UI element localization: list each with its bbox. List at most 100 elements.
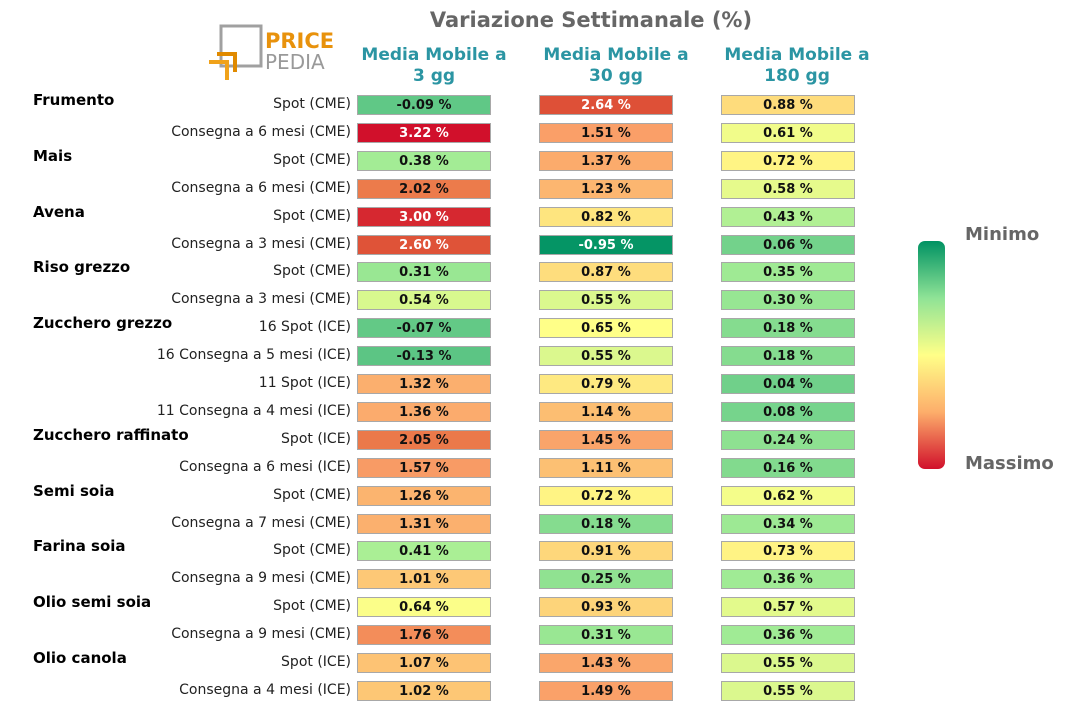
- heatmap-cell: 1.23 %: [539, 178, 673, 199]
- heatmap-cell: 3.00 %: [357, 206, 491, 227]
- heatmap-cell: 0.72 %: [721, 150, 855, 171]
- row-label: Consegna a 6 mesi (ICE): [179, 458, 351, 475]
- heatmap-cell: 1.36 %: [357, 401, 491, 422]
- heatmap-cell: 2.02 %: [357, 178, 491, 199]
- heatmap-cell: 0.35 %: [721, 262, 855, 283]
- row-label: Consegna a 6 mesi (CME): [171, 179, 351, 196]
- pricepedia-logo: PRICE PEDIA: [209, 24, 334, 80]
- row-label: Spot (CME): [273, 96, 351, 112]
- logo-text-pedia: PEDIA: [265, 50, 325, 74]
- heatmap-cell: 0.73 %: [721, 541, 855, 562]
- group-label: Zucchero raffinato: [33, 425, 189, 444]
- group-label: Zucchero grezzo: [33, 314, 173, 333]
- heatmap-cell: 1.43 %: [539, 653, 673, 673]
- row-label: 11 Consegna a 4 mesi (ICE): [156, 402, 351, 419]
- heatmap-cell: 1.51 %: [539, 122, 673, 143]
- row-label: Spot (CME): [273, 486, 351, 503]
- heatmap-cell: 0.55 %: [721, 653, 855, 673]
- legend-max-label: Massimo: [965, 453, 1054, 474]
- heatmap-cell: 0.55 %: [539, 346, 673, 367]
- heatmap-cell: 1.14 %: [539, 401, 673, 422]
- heatmap-cell: 0.24 %: [721, 429, 855, 450]
- heatmap-cell: 0.18 %: [721, 346, 855, 367]
- row-label: 16 Consegna a 5 mesi (ICE): [156, 347, 351, 364]
- row-label: Spot (CME): [273, 542, 351, 559]
- heatmap-cell: 0.25 %: [539, 569, 673, 590]
- heatmap-cell: 0.57 %: [721, 597, 855, 618]
- heatmap-cell: 0.87 %: [539, 262, 673, 283]
- heatmap-cell: 0.62 %: [721, 485, 855, 506]
- heatmap-cell: 0.91 %: [539, 541, 673, 562]
- heatmap-cell: 0.55 %: [539, 290, 673, 311]
- row-label: 11 Spot (ICE): [258, 375, 351, 391]
- row-label: Spot (ICE): [281, 430, 351, 447]
- chart-title: Variazione Settimanale (%): [429, 8, 753, 32]
- row-label: 16 Spot (ICE): [258, 319, 351, 336]
- heatmap-cell: -0.13 %: [357, 346, 491, 367]
- heatmap-cell: 0.34 %: [721, 513, 855, 534]
- heatmap-cell: 0.61 %: [721, 122, 855, 143]
- heatmap-cell: 0.72 %: [539, 485, 673, 506]
- group-label: Semi soia: [33, 481, 115, 500]
- heatmap-cell: 0.54 %: [357, 290, 491, 311]
- heatmap-cell: 0.38 %: [357, 150, 491, 171]
- heatmap-cell: -0.07 %: [357, 318, 491, 339]
- heatmap-cell: 0.65 %: [539, 318, 673, 339]
- heatmap-cell: 0.58 %: [721, 178, 855, 199]
- heatmap-cell: 1.57 %: [357, 457, 491, 478]
- heatmap-cell: -0.09 %: [357, 95, 491, 115]
- heatmap-cell: -0.95 %: [539, 234, 673, 255]
- group-label: Mais: [33, 146, 73, 165]
- heatmap-cell: 0.82 %: [539, 206, 673, 227]
- heatmap-cell: 1.76 %: [357, 625, 491, 646]
- heatmap-cell: 0.36 %: [721, 569, 855, 590]
- heatmap-cell: 0.31 %: [539, 625, 673, 646]
- group-label: Avena: [33, 202, 85, 221]
- column-header-30gg: Media Mobile a 30 gg: [543, 45, 689, 86]
- heatmap-cell: 0.04 %: [721, 374, 855, 394]
- row-label: Consegna a 7 mesi (CME): [171, 514, 351, 531]
- heatmap-cell: 1.49 %: [539, 680, 673, 701]
- heatmap-cell: 2.64 %: [539, 95, 673, 115]
- heatmap-cell: 0.88 %: [721, 95, 855, 115]
- row-label: Spot (CME): [273, 151, 351, 168]
- group-label: Riso grezzo: [33, 258, 131, 277]
- heatmap-cell: 0.36 %: [721, 625, 855, 646]
- group-label: Farina soia: [33, 537, 126, 556]
- heatmap-cell: 0.31 %: [357, 262, 491, 283]
- heatmap-cell: 1.37 %: [539, 150, 673, 171]
- color-scale-bar: [918, 241, 945, 469]
- heatmap-cell: 1.32 %: [357, 374, 491, 394]
- heatmap-cell: 1.31 %: [357, 513, 491, 534]
- row-label: Spot (CME): [273, 207, 351, 224]
- heatmap-cell: 1.11 %: [539, 457, 673, 478]
- row-label: Consegna a 9 mesi (CME): [171, 626, 351, 643]
- heatmap-cell: 1.26 %: [357, 485, 491, 506]
- legend-min-label: Minimo: [965, 224, 1040, 245]
- heatmap-cell: 0.41 %: [357, 541, 491, 562]
- row-label: Consegna a 3 mesi (CME): [171, 235, 351, 252]
- group-label: Olio semi soia: [33, 593, 152, 612]
- heatmap-cell: 2.05 %: [357, 429, 491, 450]
- heatmap-cell: 0.64 %: [357, 597, 491, 618]
- heatmap-cell: 0.08 %: [721, 401, 855, 422]
- row-label: Consegna a 6 mesi (CME): [171, 123, 351, 140]
- row-label: Consegna a 9 mesi (CME): [171, 570, 351, 587]
- heatmap-cell: 0.18 %: [721, 318, 855, 339]
- logo-text-price: PRICE: [265, 29, 334, 53]
- heatmap-cell: 0.30 %: [721, 290, 855, 311]
- heatmap-cell: 3.22 %: [357, 122, 491, 143]
- heatmap-cell: 0.43 %: [721, 206, 855, 227]
- heatmap-cell: 1.45 %: [539, 429, 673, 450]
- heatmap-cell: 2.60 %: [357, 234, 491, 255]
- column-header-180gg: Media Mobile a 180 gg: [724, 45, 870, 86]
- row-label: Spot (CME): [273, 263, 351, 280]
- heatmap-cell: 0.55 %: [721, 680, 855, 701]
- row-label: Spot (CME): [273, 598, 351, 615]
- heatmap-cell: 0.93 %: [539, 597, 673, 618]
- heatmap-cell: 1.07 %: [357, 653, 491, 673]
- group-label: Olio canola: [33, 649, 127, 667]
- heatmap-cell: 1.01 %: [357, 569, 491, 590]
